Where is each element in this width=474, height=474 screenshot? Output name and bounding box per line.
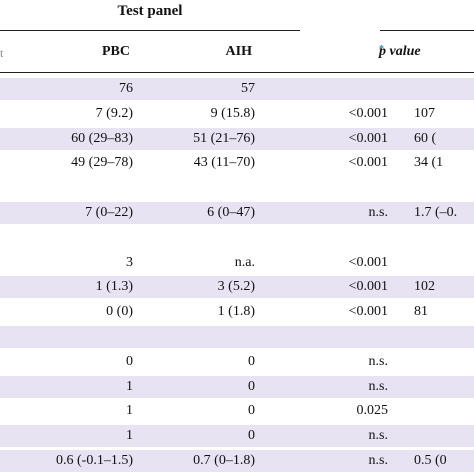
cell-next-panel: 34 (1 xyxy=(414,155,444,171)
cell-pbc: 1 xyxy=(126,378,133,394)
table-row: 60 (29–83) 51 (21–76) <0.001 60 ( xyxy=(0,127,474,150)
table-row: 7 (9.2) 9 (15.8) <0.001 107 xyxy=(0,103,474,125)
table-row: 76 57 xyxy=(0,78,474,100)
cell-p-value: <0.001 xyxy=(348,155,388,171)
cell-pbc: 0.6 (-0.1–1.5) xyxy=(56,453,133,468)
cell-pbc: 7 (9.2) xyxy=(95,105,133,121)
cell-aih: 0 xyxy=(248,403,255,419)
cell-next-panel: 60 ( xyxy=(414,130,437,146)
header-p-value-label: p value xyxy=(379,44,421,59)
table-row xyxy=(0,177,474,199)
cell-next-panel: 102 xyxy=(414,279,435,295)
cell-p-value: n.s. xyxy=(368,205,388,220)
cell-aih: 0 xyxy=(248,353,255,369)
footnote-marker: * xyxy=(379,44,384,55)
cell-p-value: n.s. xyxy=(368,428,388,444)
table-row: 7 (0–22) 6 (0–47) n.s. 1.7 (–0. xyxy=(0,202,474,224)
cell-aih: n.a. xyxy=(234,254,255,270)
table-row: 0 0 n.s. xyxy=(0,351,474,373)
header-rule xyxy=(0,72,474,73)
cell-aih: 0.7 (0–1.8) xyxy=(193,453,255,468)
table-row xyxy=(0,326,474,348)
panel-title: Test panel xyxy=(117,3,183,19)
cell-pbc: 7 (0–22) xyxy=(85,205,133,220)
cell-aih: 57 xyxy=(241,81,255,96)
table-row: 0 (0) 1 (1.8) <0.001 81 xyxy=(0,301,474,323)
cell-pbc: 1 xyxy=(126,403,133,419)
cell-p-value: <0.001 xyxy=(348,254,388,270)
table-row: 3 n.a. <0.001 xyxy=(0,252,474,274)
cell-p-value: 0.025 xyxy=(356,403,389,419)
cell-p-value: n.s. xyxy=(368,378,388,394)
cell-p-value: n.s. xyxy=(368,353,388,369)
cell-pbc: 60 (29–83) xyxy=(71,130,133,146)
header-pbc: PBC xyxy=(102,44,130,59)
panel-title-underline-right xyxy=(380,30,474,31)
cell-p-value: <0.001 xyxy=(348,279,388,295)
table-header: PBC AIH p value * xyxy=(0,40,474,70)
cell-p-value: <0.001 xyxy=(348,304,388,320)
table-row: 49 (29–78) 43 (11–70) <0.001 34 (1 xyxy=(0,152,474,174)
cell-pbc: 0 (0) xyxy=(106,304,133,320)
cell-pbc: 0 xyxy=(126,353,133,369)
cell-pbc: 1 xyxy=(126,428,133,444)
cell-p-value: <0.001 xyxy=(348,130,388,146)
cell-aih: 51 (21–76) xyxy=(193,130,255,146)
cell-pbc: 76 xyxy=(119,81,133,96)
cell-aih: 9 (15.8) xyxy=(210,105,255,121)
cell-aih: 3 (5.2) xyxy=(217,279,255,295)
cell-next-panel: 107 xyxy=(414,105,435,121)
cell-pbc: 49 (29–78) xyxy=(71,155,133,171)
cell-next-panel: 1.7 (–0. xyxy=(414,205,458,220)
header-p-value: p value * xyxy=(379,44,421,63)
cell-aih: 0 xyxy=(248,428,255,444)
table-row: 1 0 n.s. xyxy=(0,425,474,448)
cell-p-value: <0.001 xyxy=(348,105,388,121)
left-edge-glyph: t xyxy=(0,46,4,60)
cell-pbc: 3 xyxy=(126,254,133,270)
panel-title-underline xyxy=(0,30,300,31)
table-row: 1 (1.3) 3 (5.2) <0.001 102 xyxy=(0,276,474,299)
cell-next-panel: 81 xyxy=(414,304,428,320)
cell-aih: 1 (1.8) xyxy=(217,304,255,320)
cell-next-panel: 0.5 (0 xyxy=(414,453,447,468)
cell-aih: 43 (11–70) xyxy=(193,155,255,171)
cell-pbc: 1 (1.3) xyxy=(95,279,133,295)
table-row: 1 0 n.s. xyxy=(0,375,474,398)
cell-aih: 6 (0–47) xyxy=(207,205,255,220)
table-row: 1 0 0.025 xyxy=(0,400,474,422)
cell-p-value: n.s. xyxy=(368,453,388,468)
cell-aih: 0 xyxy=(248,378,255,394)
header-aih: AIH xyxy=(225,44,252,59)
table-row xyxy=(0,227,474,249)
table-row: 0.6 (-0.1–1.5) 0.7 (0–1.8) n.s. 0.5 (0 xyxy=(0,450,474,472)
